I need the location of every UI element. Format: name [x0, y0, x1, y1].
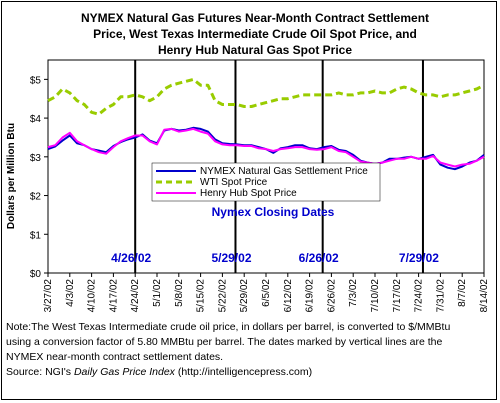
x-tick-label: 4/24/02 [130, 279, 141, 313]
y-tick-label: $1 [30, 230, 42, 241]
x-tick-label: 5/22/02 [217, 279, 228, 313]
x-tick-label: 7/31/02 [435, 279, 446, 313]
y-tick-label: $2 [30, 192, 42, 203]
title-line-3: Henry Hub Natural Gas Spot Price [158, 43, 352, 57]
y-axis-label: Dollars per Million Btu [6, 123, 17, 229]
source-suffix: (http://intelligencepress.com) [174, 366, 313, 378]
series-line-wti [47, 77, 485, 116]
nymex-closing-dates-annotation: Nymex Closing Dates [212, 205, 335, 219]
x-tick-label: 8/7/02 [457, 279, 468, 307]
x-tick-label: 5/8/02 [174, 279, 185, 307]
note-source: Source: NGI's Daily Gas Price Index (htt… [6, 365, 494, 380]
x-tick-label: 5/15/02 [196, 279, 207, 313]
chart-series [47, 77, 485, 171]
x-tick-label: 4/17/02 [108, 279, 119, 313]
series-line-henry-hub [47, 127, 485, 168]
x-tick-label: 4/3/02 [65, 279, 76, 307]
x-tick-label: 6/19/02 [305, 279, 316, 313]
x-tick-label: 4/10/02 [87, 279, 98, 313]
closing-date-label: 7/29/02 [399, 251, 439, 265]
x-tick-label: 7/3/02 [348, 279, 359, 307]
y-tick-label: $3 [30, 153, 42, 164]
y-axis-ticks: $0 $1 $2 $3 $4 $5 [30, 75, 48, 280]
x-tick-label: 6/12/02 [283, 279, 294, 313]
closing-date-label: 6/26/02 [299, 251, 339, 265]
x-axis-ticks: 3/27/02 4/3/02 4/10/02 4/17/02 4/24/02 5/1/02… [43, 273, 490, 312]
y-tick-label: $5 [30, 75, 42, 86]
x-tick-label: 5/1/02 [152, 279, 163, 307]
chart-title: NYMEX Natural Gas Futures Near-Month Con… [81, 11, 429, 57]
legend: NYMEX Natural Gas Settlement Price WTI S… [151, 162, 381, 202]
y-tick-label: $4 [30, 114, 42, 125]
x-tick-label: 3/27/02 [43, 279, 54, 313]
x-tick-label: 6/5/02 [261, 279, 272, 307]
note-line-1: Note:The West Texas Intermediate crude o… [6, 321, 451, 333]
closing-date-markers: 4/26/02 5/29/02 6/26/02 7/29/02 [111, 60, 439, 273]
source-publication: Daily Gas Price Index [73, 366, 175, 378]
x-tick-label: 5/29/02 [239, 279, 250, 313]
x-tick-label: 7/24/02 [414, 279, 425, 313]
title-line-2: Price, West Texas Intermediate Crude Oil… [93, 27, 417, 41]
closing-date-label: 5/29/02 [211, 251, 251, 265]
note-line-2: using a conversion factor of 5.80 MMBtu … [6, 336, 443, 348]
title-line-1: NYMEX Natural Gas Futures Near-Month Con… [81, 11, 429, 25]
legend-label-nymex: NYMEX Natural Gas Settlement Price [200, 166, 368, 177]
x-tick-label: 8/14/02 [479, 279, 490, 313]
x-tick-label: 7/10/02 [370, 279, 381, 313]
x-tick-label: 7/17/02 [392, 279, 403, 313]
legend-label-henry-hub: Henry Hub Spot Price [200, 188, 297, 199]
y-tick-label: $0 [30, 269, 42, 280]
legend-label-wti: WTI Spot Price [200, 177, 268, 188]
source-prefix: Source: NGI's [6, 366, 74, 378]
closing-date-label: 4/26/02 [111, 251, 151, 265]
note-line-3: NYMEX near-month contract settlement dat… [6, 351, 224, 363]
x-tick-label: 6/26/02 [326, 279, 337, 313]
chart-note: Note:The West Texas Intermediate crude o… [6, 320, 494, 380]
